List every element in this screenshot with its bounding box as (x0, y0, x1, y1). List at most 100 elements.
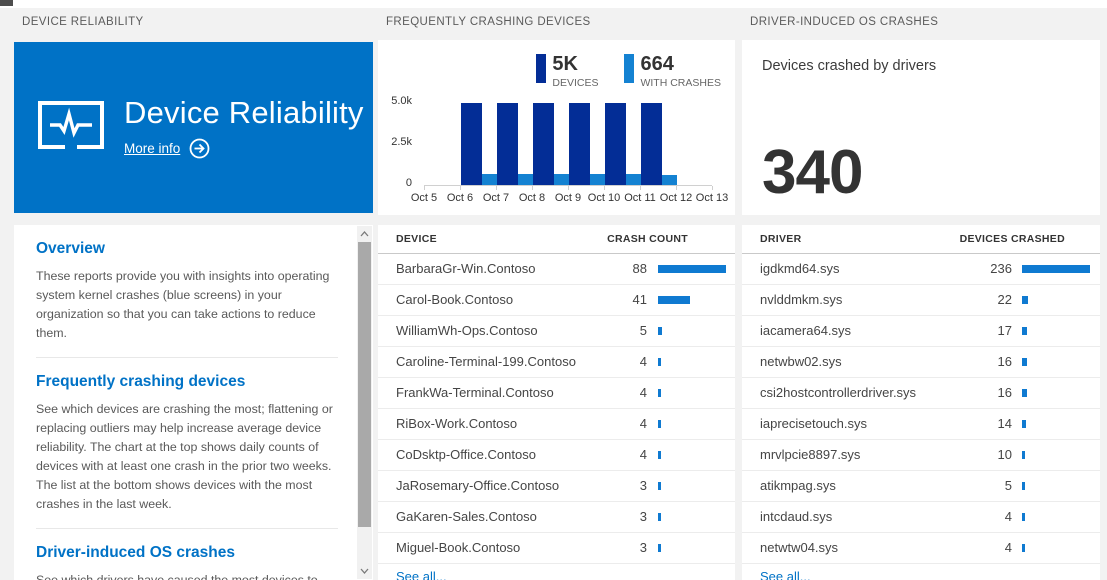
chart-plot: 5.0k 2.5k 0 Oct 5 Oct 6 Oct 7 Oct 8 Oct 9 Oct 10… (391, 95, 728, 204)
table-body: BarbaraGr-Win.Contoso 88 Carol-Book.Contos… (378, 254, 735, 564)
x-axis-tick (712, 186, 713, 190)
chart-bar-devices[interactable] (605, 103, 626, 185)
table-row[interactable]: igdkmd64.sys 236 (742, 254, 1100, 285)
chart-bar-with-crashes[interactable] (482, 174, 497, 185)
chart-bar-devices[interactable] (497, 103, 518, 185)
table-row[interactable]: JaRosemary-Office.Contoso 3 (378, 471, 735, 502)
section-body: See which devices are crashing the most;… (36, 402, 333, 511)
device-reliability-tile[interactable]: Device Reliability More info (14, 42, 373, 213)
row-value-bar (1022, 389, 1027, 397)
more-info-link[interactable]: More info (124, 140, 181, 156)
row-value: 16 (997, 354, 1012, 369)
row-name: igdkmd64.sys (760, 261, 840, 276)
table-row[interactable]: Miguel-Book.Contoso 3 (378, 533, 735, 564)
table-row[interactable]: iaprecisetouch.sys 14 (742, 409, 1100, 440)
see-all-link[interactable]: See all... (760, 569, 811, 580)
row-value-bar (658, 513, 661, 521)
row-name: Miguel-Book.Contoso (396, 540, 521, 555)
x-axis-tick-label: Oct 6 (446, 192, 474, 204)
table-row[interactable]: Carol-Book.Contoso 41 (378, 285, 735, 316)
chart-bar-devices[interactable] (533, 103, 554, 185)
chart-bar-with-crashes[interactable] (518, 174, 533, 185)
devices-crashed-stat-card[interactable]: Devices crashed by drivers 340 (742, 40, 1100, 215)
table-row[interactable]: GaKaren-Sales.Contoso 3 (378, 502, 735, 533)
table-row[interactable]: Caroline-Terminal-199.Contoso 4 (378, 347, 735, 378)
table-row[interactable]: csi2hostcontrollerdriver.sys 16 (742, 378, 1100, 409)
legend-value: 664 (640, 53, 674, 75)
row-value-bar (1022, 327, 1027, 335)
row-value-bar (1022, 420, 1027, 428)
stat-label: Devices crashed by drivers (762, 58, 937, 74)
section-body: See which drivers have caused the most d… (36, 573, 318, 580)
table-row[interactable]: netwtw04.sys 4 (742, 533, 1100, 564)
table-row[interactable]: FrankWa-Terminal.Contoso 4 (378, 378, 735, 409)
x-axis-tick-label: Oct 12 (659, 192, 693, 204)
row-value: 3 (639, 478, 647, 493)
x-axis-tick (496, 186, 497, 190)
row-value: 16 (997, 385, 1012, 400)
table-row[interactable]: iacamera64.sys 17 (742, 316, 1100, 347)
row-value: 236 (990, 261, 1012, 276)
column-header: FREQUENTLY CRASHING DEVICES (386, 16, 591, 28)
column-header-value: DEVICES CRASHED (959, 233, 1065, 245)
table-row[interactable]: WilliamWh-Ops.Contoso 5 (378, 316, 735, 347)
row-value: 4 (1004, 509, 1012, 524)
row-value: 88 (632, 261, 647, 276)
x-axis-tick-label: Oct 5 (410, 192, 438, 204)
table-row[interactable]: RiBox-Work.Contoso 4 (378, 409, 735, 440)
row-value-bar (1022, 358, 1027, 366)
scrollbar-thumb[interactable] (358, 242, 371, 527)
chart-bar-devices[interactable] (641, 103, 662, 185)
row-value-bar (658, 420, 662, 428)
section-heading[interactable]: Driver-induced OS crashes (36, 544, 235, 561)
table-row[interactable]: mrvlpcie8897.sys 10 (742, 440, 1100, 471)
chart-bar-devices[interactable] (461, 103, 482, 185)
section-heading[interactable]: Frequently crashing devices (36, 373, 246, 390)
section-overview: Overview These reports provide you with … (36, 225, 338, 357)
row-value-bar (658, 389, 662, 397)
row-value: 4 (1004, 540, 1012, 555)
row-name: RiBox-Work.Contoso (396, 416, 518, 431)
legend-swatch-light (624, 54, 635, 83)
row-name: nvlddmkm.sys (760, 292, 843, 307)
arrow-right-circle-icon[interactable] (189, 138, 210, 159)
row-name: csi2hostcontrollerdriver.sys (760, 385, 917, 400)
chart-bar-with-crashes[interactable] (662, 174, 677, 185)
x-axis-tick-label: Oct 10 (587, 192, 621, 204)
column-header: DEVICE RELIABILITY (22, 16, 144, 28)
table-row[interactable]: nvlddmkm.sys 22 (742, 285, 1100, 316)
row-value: 4 (639, 385, 647, 400)
column-device-reliability: DEVICE RELIABILITY Device Reliability Mo… (14, 0, 373, 580)
section-heading[interactable]: Overview (36, 240, 105, 257)
chart-bar-with-crashes[interactable] (626, 174, 641, 185)
scroll-down-arrow-icon[interactable] (357, 563, 372, 579)
table-row[interactable]: CoDsktp-Office.Contoso 4 (378, 440, 735, 471)
x-axis-tick (460, 186, 461, 190)
x-axis-tick-label: Oct 7 (482, 192, 510, 204)
row-value-bar (1022, 451, 1025, 459)
x-axis-tick (424, 186, 425, 190)
crash-chart-card: 5K DEVICES 664 WITH CRASHES 5.0k 2.5k 0 Oct… (378, 40, 735, 215)
section-frequently-crashing-devices: Frequently crashing devices See which de… (36, 357, 338, 528)
panel-scrollbar[interactable] (357, 226, 372, 579)
row-name: FrankWa-Terminal.Contoso (396, 385, 554, 400)
see-all-link[interactable]: See all... (396, 569, 447, 580)
row-name: mrvlpcie8897.sys (760, 447, 861, 462)
pulse-monitor-icon (38, 101, 104, 154)
table-row[interactable]: atikmpag.sys 5 (742, 471, 1100, 502)
chart-bar-with-crashes[interactable] (590, 174, 605, 185)
row-value: 4 (639, 354, 647, 369)
scroll-up-arrow-icon[interactable] (357, 226, 372, 242)
row-value-bar (658, 544, 661, 552)
row-name: GaKaren-Sales.Contoso (396, 509, 537, 524)
row-value: 22 (997, 292, 1012, 307)
table-row[interactable]: netwbw02.sys 16 (742, 347, 1100, 378)
row-value-bar (658, 482, 661, 490)
row-value: 5 (1004, 478, 1012, 493)
table-row[interactable]: BarbaraGr-Win.Contoso 88 (378, 254, 735, 285)
column-header: DRIVER-INDUCED OS CRASHES (750, 16, 939, 28)
table-row[interactable]: intcdaud.sys 4 (742, 502, 1100, 533)
chart-bar-devices[interactable] (569, 103, 590, 185)
chart-bar-with-crashes[interactable] (554, 174, 569, 185)
